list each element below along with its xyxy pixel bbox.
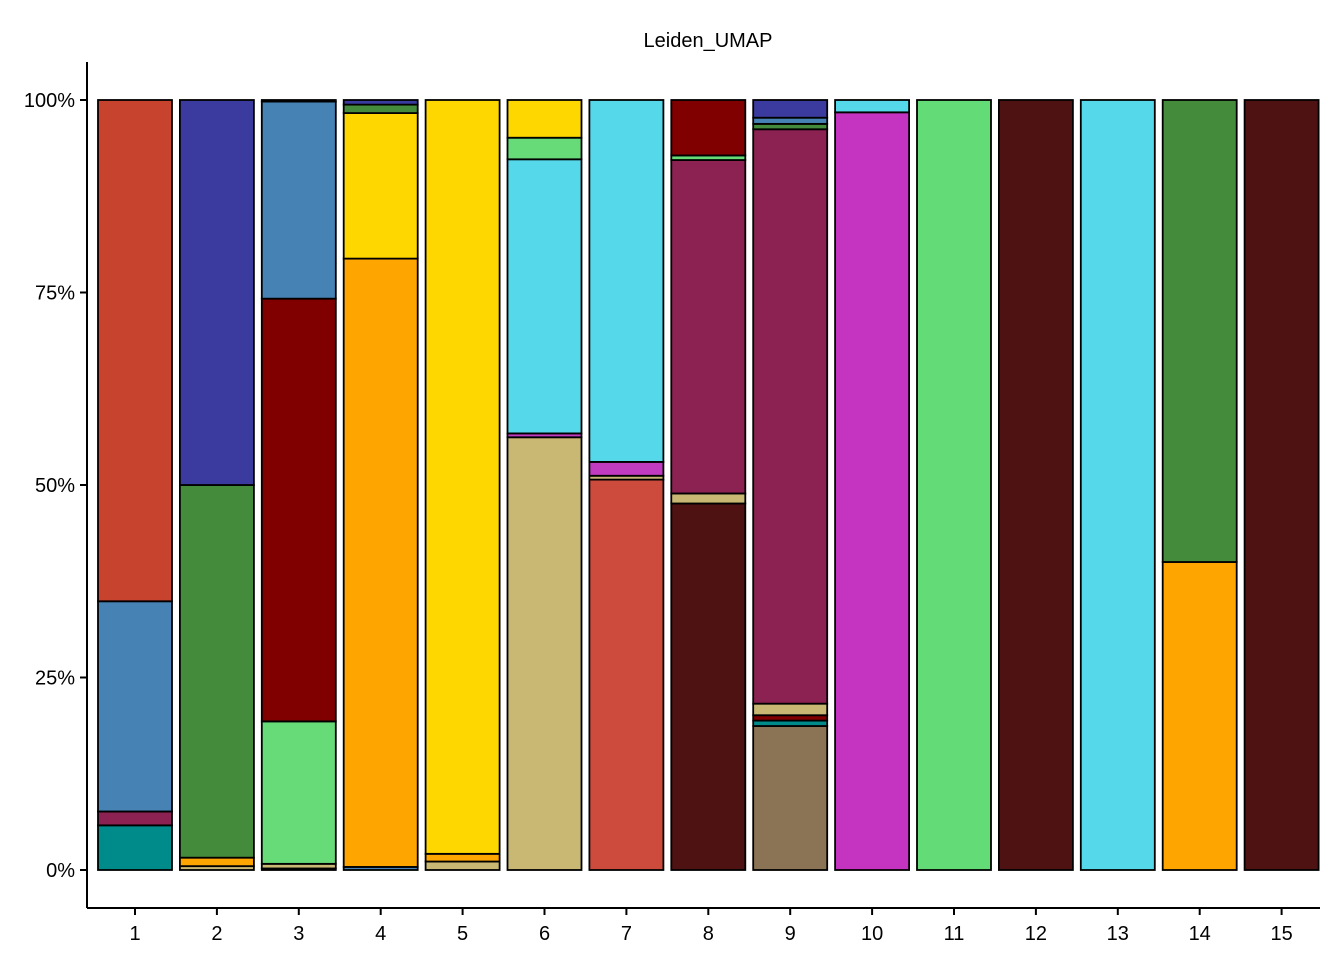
x-tick-label: 15: [1270, 923, 1292, 945]
bars-layer: [97, 99, 1320, 871]
bar-7-segment-3: [588, 460, 665, 477]
x-tick-label: 13: [1107, 923, 1129, 945]
bar-14: [1161, 99, 1238, 871]
bar-1-segment-1: [97, 824, 173, 871]
bar-15-segment-1: [1243, 99, 1320, 871]
bar-15: [1243, 99, 1320, 871]
y-tick-label: 0%: [46, 860, 75, 882]
y-tick-label: 25%: [35, 668, 75, 690]
bar-9-segment-5: [752, 128, 829, 705]
bar-12: [998, 99, 1074, 871]
bar-11: [916, 99, 992, 871]
bar-7-segment-4: [588, 99, 665, 463]
x-tick-label: 1: [129, 923, 140, 945]
chart-title: Leiden_UMAP: [644, 30, 773, 52]
bar-4: [342, 99, 419, 871]
bar-2-segment-2: [178, 856, 255, 868]
bar-14-segment-1: [1161, 561, 1238, 871]
x-tick-label: 4: [375, 923, 386, 945]
bar-1-segment-2: [97, 810, 173, 827]
x-tick-label: 10: [861, 923, 883, 945]
bar-6-segment-5: [506, 99, 583, 139]
bar-8-segment-2: [670, 492, 747, 505]
bar-8-segment-3: [670, 159, 747, 495]
bar-10-segment-1: [834, 111, 910, 871]
bar-5-segment-1: [424, 860, 501, 871]
y-tick-label: 75%: [35, 283, 75, 305]
bar-2-segment-4: [178, 99, 255, 486]
bar-1: [97, 99, 173, 871]
bar-7: [588, 99, 665, 871]
x-tick-label: 8: [703, 923, 714, 945]
bar-14-segment-2: [1161, 99, 1238, 563]
bar-4-segment-5: [342, 99, 419, 106]
bar-5-segment-2: [424, 852, 501, 863]
bar-3-segment-4: [260, 297, 337, 723]
bar-5: [424, 99, 501, 871]
bar-10-segment-2: [834, 99, 910, 114]
bar-3-segment-6: [260, 99, 337, 103]
x-axis: 1 2 3 4 5 6 7 8 9 10 11 12 13 14 15: [87, 907, 1320, 945]
bar-2: [178, 99, 255, 871]
x-tick-label: 3: [293, 923, 304, 945]
bar-8-segment-1: [670, 502, 747, 871]
bar-3: [260, 99, 337, 871]
bar-2-segment-3: [178, 484, 255, 859]
x-tick-label: 11: [944, 923, 965, 945]
y-axis: 0% 25% 50% 75% 100%: [24, 62, 88, 908]
bar-6-segment-1: [506, 436, 583, 871]
bar-8: [670, 99, 747, 871]
bar-5-segment-3: [424, 99, 501, 855]
bar-3-segment-3: [260, 720, 337, 865]
bar-10: [834, 99, 910, 871]
bar-13: [1079, 99, 1156, 871]
bar-6-segment-3: [506, 158, 583, 435]
bar-12-segment-1: [998, 99, 1074, 871]
bar-7-segment-1: [588, 478, 665, 871]
bar-6: [506, 99, 583, 871]
x-tick-label: 14: [1189, 923, 1211, 945]
bar-9-segment-1: [752, 725, 829, 871]
bar-1-segment-3: [97, 600, 173, 813]
y-tick-label: 100%: [24, 90, 75, 112]
bar-4-segment-2: [342, 257, 419, 868]
x-tick-label: 6: [539, 923, 550, 945]
bar-8-segment-5: [670, 99, 747, 157]
bar-9: [752, 99, 829, 871]
x-tick-label: 5: [457, 923, 468, 945]
bar-11-segment-1: [916, 99, 992, 871]
bar-4-segment-4: [342, 103, 419, 114]
y-tick-label: 50%: [35, 475, 75, 497]
bar-9-segment-4: [752, 702, 829, 717]
bar-13-segment-1: [1079, 99, 1156, 871]
x-tick-label: 9: [785, 923, 796, 945]
x-tick-label: 7: [621, 923, 632, 945]
bar-3-segment-5: [260, 100, 337, 300]
x-tick-label: 2: [211, 923, 222, 945]
bar-4-segment-3: [342, 112, 419, 260]
bar-9-segment-8: [752, 99, 829, 119]
x-tick-label: 12: [1025, 923, 1047, 945]
bar-9-segment-7: [752, 116, 829, 125]
bar-1-segment-4: [97, 99, 173, 603]
bar-6-segment-4: [506, 136, 583, 161]
